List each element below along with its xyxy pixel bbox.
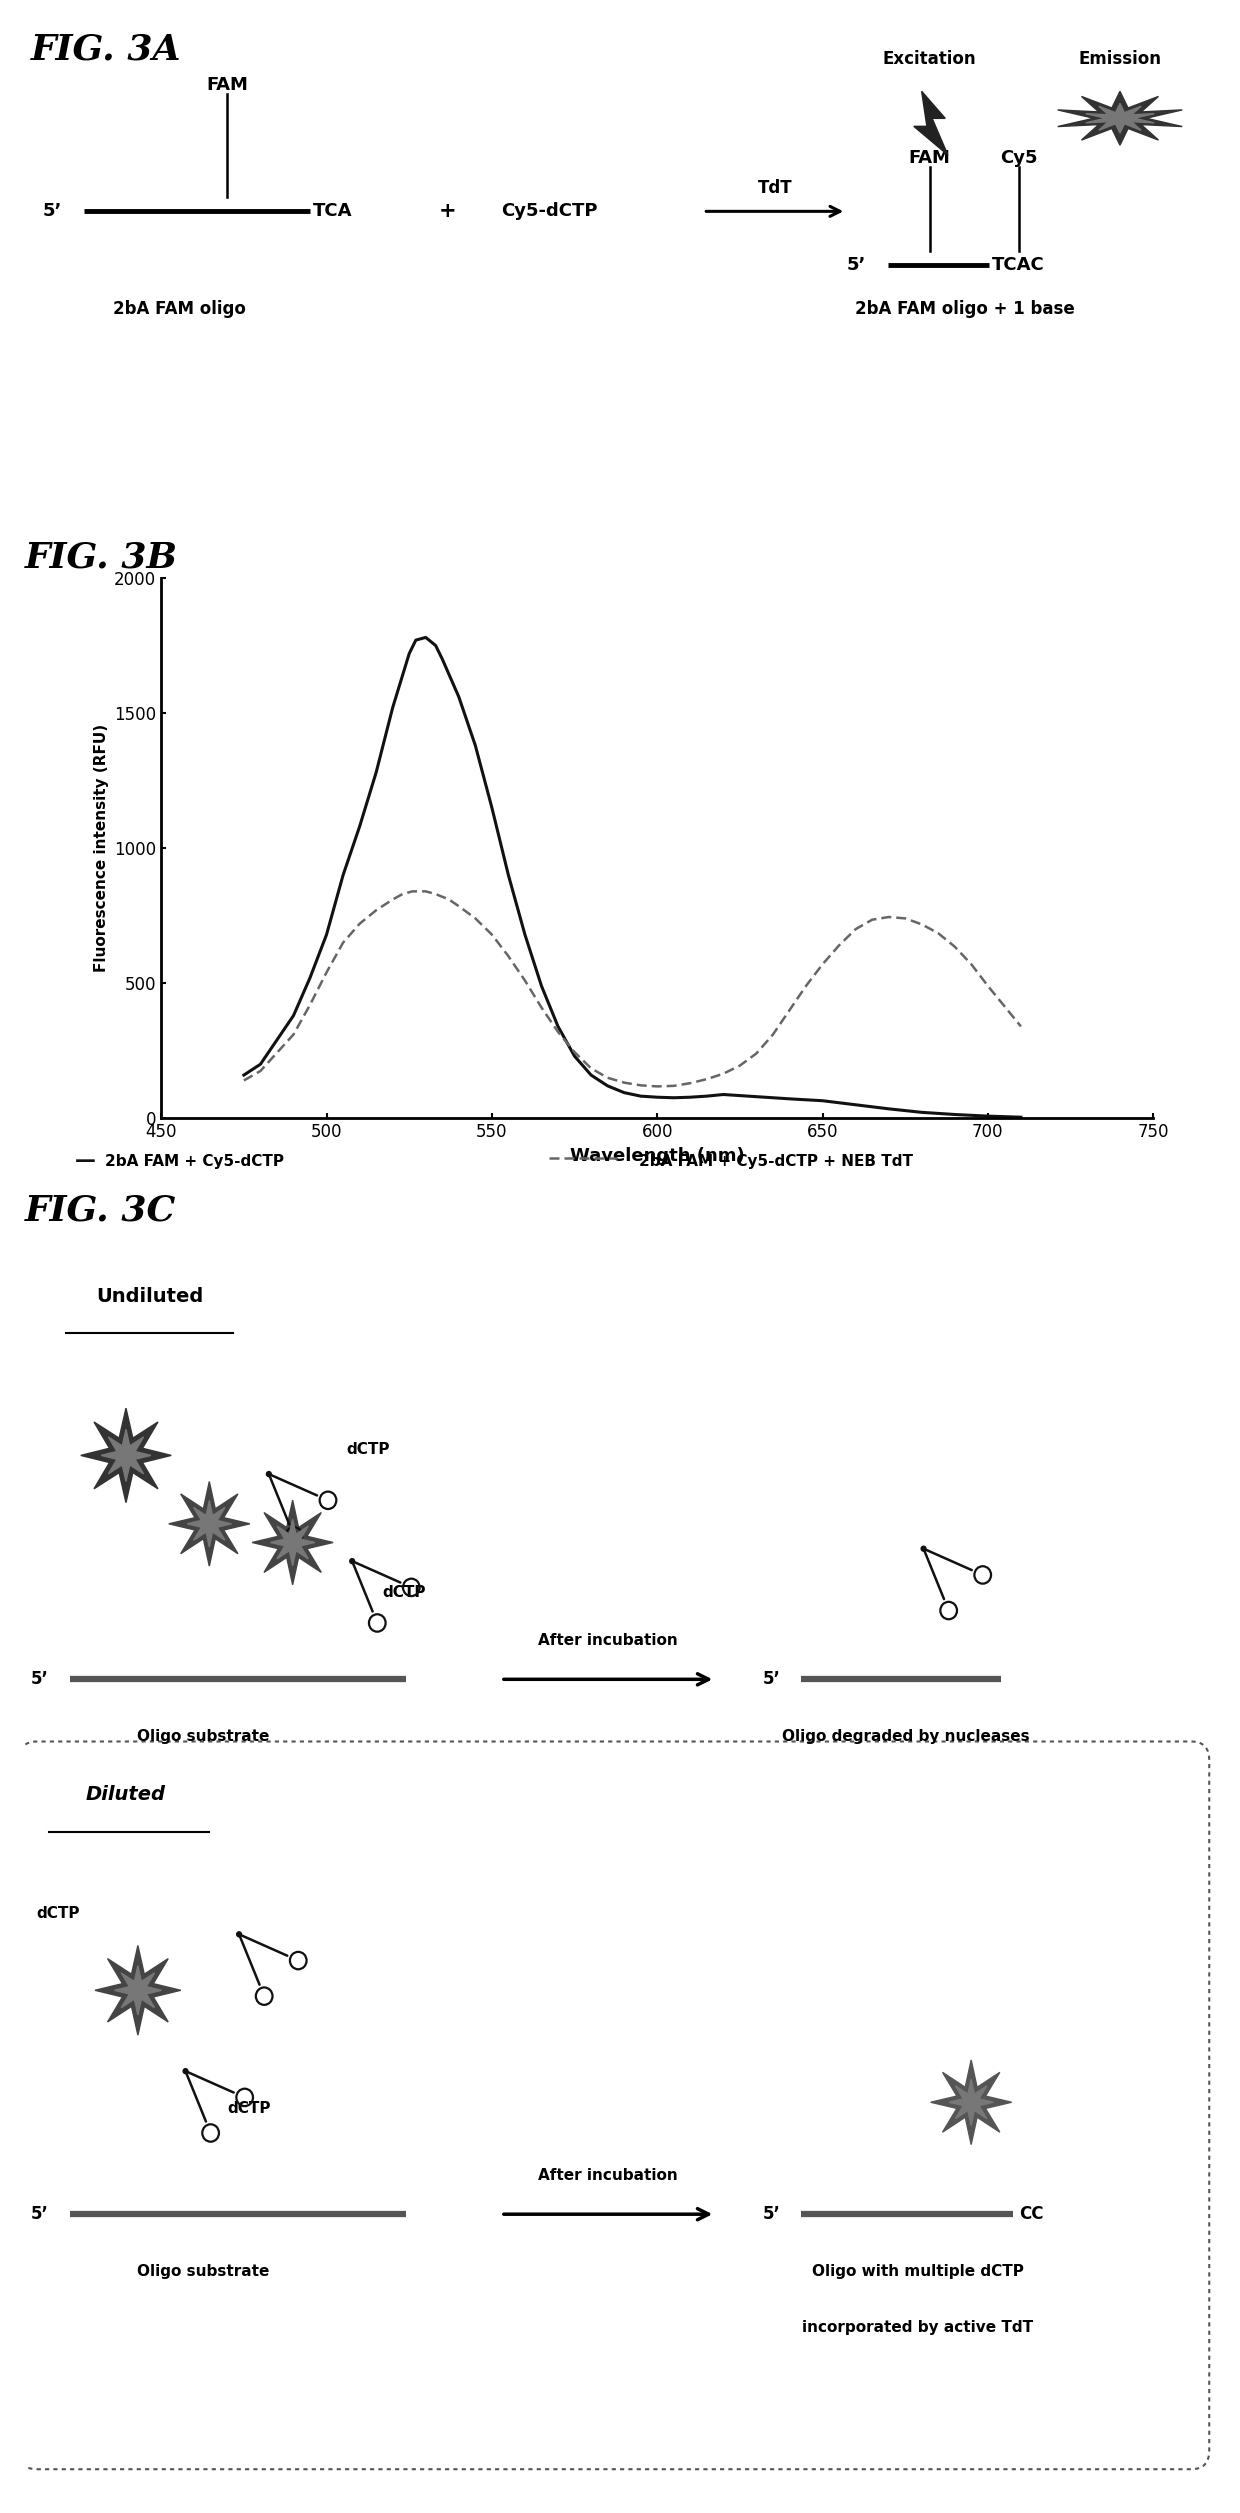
Polygon shape <box>114 1965 161 2015</box>
Polygon shape <box>914 90 947 156</box>
Polygon shape <box>187 1500 232 1548</box>
Text: 5’: 5’ <box>31 2206 48 2224</box>
Text: 2bA FAM oligo + 1 base: 2bA FAM oligo + 1 base <box>856 299 1075 317</box>
Text: TdT: TdT <box>758 178 792 196</box>
Text: Excitation: Excitation <box>883 50 976 68</box>
Polygon shape <box>1058 90 1182 146</box>
Text: FAM: FAM <box>909 148 950 168</box>
Text: Oligo substrate: Oligo substrate <box>138 1729 269 1744</box>
Polygon shape <box>949 2078 993 2126</box>
FancyBboxPatch shape <box>19 1742 1209 2470</box>
Circle shape <box>267 1473 272 1478</box>
Circle shape <box>921 1545 926 1551</box>
Text: Oligo with multiple dCTP: Oligo with multiple dCTP <box>812 2264 1023 2279</box>
Text: —: — <box>74 1151 95 1171</box>
Text: 5’: 5’ <box>42 204 62 221</box>
Text: dCTP: dCTP <box>382 1586 425 1601</box>
Polygon shape <box>102 1430 151 1480</box>
Polygon shape <box>169 1483 249 1566</box>
Text: 5’: 5’ <box>846 256 866 274</box>
Polygon shape <box>931 2061 1012 2144</box>
Text: dCTP: dCTP <box>227 2101 270 2116</box>
Text: 2bA FAM oligo: 2bA FAM oligo <box>113 299 246 317</box>
Text: Oligo substrate: Oligo substrate <box>138 2264 269 2279</box>
X-axis label: Wavelength (nm): Wavelength (nm) <box>570 1146 744 1164</box>
Text: Emission: Emission <box>1079 50 1162 68</box>
Text: 5’: 5’ <box>763 2206 781 2224</box>
Text: Diluted: Diluted <box>86 1784 166 1804</box>
Text: TCAC: TCAC <box>992 256 1044 274</box>
Circle shape <box>184 2068 188 2073</box>
Text: TCA: TCA <box>312 204 352 221</box>
Text: FIG. 3A: FIG. 3A <box>31 33 181 65</box>
Text: After incubation: After incubation <box>538 1633 678 1649</box>
Text: incorporated by active TdT: incorporated by active TdT <box>802 2319 1033 2335</box>
Polygon shape <box>252 1500 334 1586</box>
Circle shape <box>237 1932 242 1938</box>
Text: Cy5-dCTP: Cy5-dCTP <box>501 204 598 221</box>
Text: FIG. 3B: FIG. 3B <box>25 540 177 575</box>
Polygon shape <box>81 1407 171 1503</box>
Polygon shape <box>95 1945 181 2036</box>
Y-axis label: Fluorescence intensity (RFU): Fluorescence intensity (RFU) <box>94 724 109 973</box>
Text: FIG. 3C: FIG. 3C <box>25 1194 176 1229</box>
Text: 5’: 5’ <box>31 1671 48 1689</box>
Polygon shape <box>1086 103 1154 133</box>
Text: 2bA FAM + Cy5-dCTP + NEB TdT: 2bA FAM + Cy5-dCTP + NEB TdT <box>639 1153 913 1169</box>
Text: Undiluted: Undiluted <box>97 1287 203 1307</box>
Text: Oligo degraded by nucleases: Oligo degraded by nucleases <box>782 1729 1029 1744</box>
Polygon shape <box>270 1520 315 1566</box>
Text: 2bA FAM + Cy5-dCTP: 2bA FAM + Cy5-dCTP <box>105 1153 284 1169</box>
Circle shape <box>350 1558 355 1563</box>
Text: dCTP: dCTP <box>37 1905 81 1920</box>
Text: 5’: 5’ <box>763 1671 781 1689</box>
Text: After incubation: After incubation <box>538 2169 678 2184</box>
Text: FAM: FAM <box>206 75 248 93</box>
Text: dCTP: dCTP <box>346 1442 389 1458</box>
Text: +: + <box>439 201 456 221</box>
Text: Cy5: Cy5 <box>999 148 1038 168</box>
Text: CC: CC <box>1019 2206 1043 2224</box>
